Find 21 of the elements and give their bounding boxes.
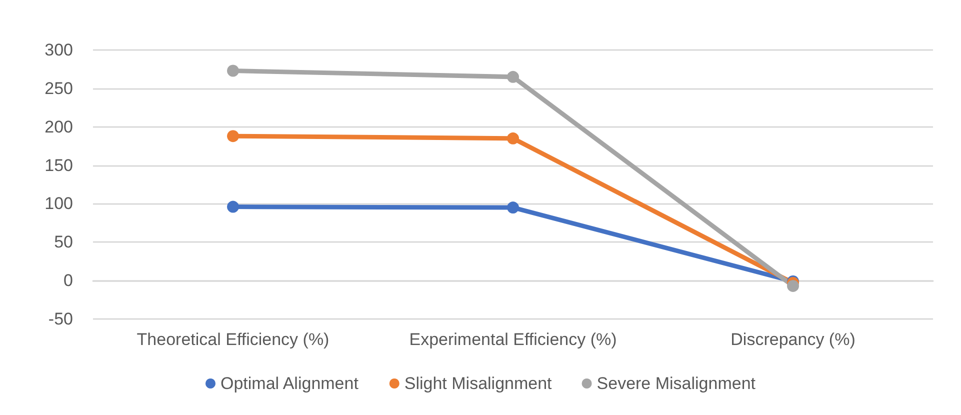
y-tick-label: 0 — [64, 271, 73, 290]
point — [507, 202, 519, 214]
x-tick-label: Theoretical Efficiency (%) — [136, 330, 330, 349]
y-tick-label: -50 — [48, 310, 73, 328]
y-tick-label: 250 — [44, 78, 73, 98]
point — [507, 132, 519, 144]
y-tick-label: 200 — [44, 117, 73, 136]
point — [227, 64, 239, 77]
point — [227, 130, 239, 142]
point — [507, 70, 519, 83]
x-tick-label: Discrepancy (%) — [730, 330, 856, 349]
y-tick-label: 100 — [44, 194, 73, 214]
legend-label: Slight Misalignment — [404, 374, 552, 393]
y-tick-label: 50 — [54, 232, 73, 252]
y-tick-label: 150 — [44, 156, 73, 175]
x-tick-label: Experimental Efficiency (%) — [409, 330, 617, 349]
legend-label: Severe Misalignment — [596, 374, 756, 393]
point — [227, 200, 239, 213]
y-tick-label: 300 — [44, 40, 73, 60]
point — [787, 280, 799, 292]
legend-label: Optimal Alignment — [220, 374, 359, 393]
